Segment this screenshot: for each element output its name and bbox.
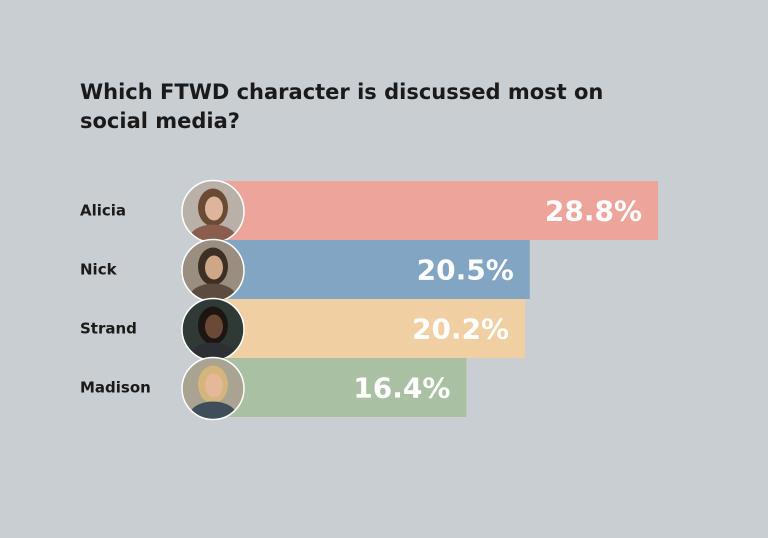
category-label: Strand <box>80 320 137 338</box>
category-label: Alicia <box>80 202 126 220</box>
alicia-avatar-icon <box>182 180 244 243</box>
value-label: 28.8% <box>545 195 642 228</box>
madison-avatar-icon <box>182 357 244 420</box>
value-label: 20.5% <box>417 254 514 287</box>
bar-strand <box>213 299 526 358</box>
value-label: 20.2% <box>412 313 509 346</box>
bar-nick <box>213 240 530 299</box>
bar-alicia <box>213 181 658 240</box>
category-label: Madison <box>80 379 151 397</box>
value-label: 16.4% <box>353 372 450 405</box>
bar-madison <box>213 358 467 417</box>
category-label: Nick <box>80 261 118 279</box>
chart-title: Which FTWD character is discussed most o… <box>80 80 604 133</box>
